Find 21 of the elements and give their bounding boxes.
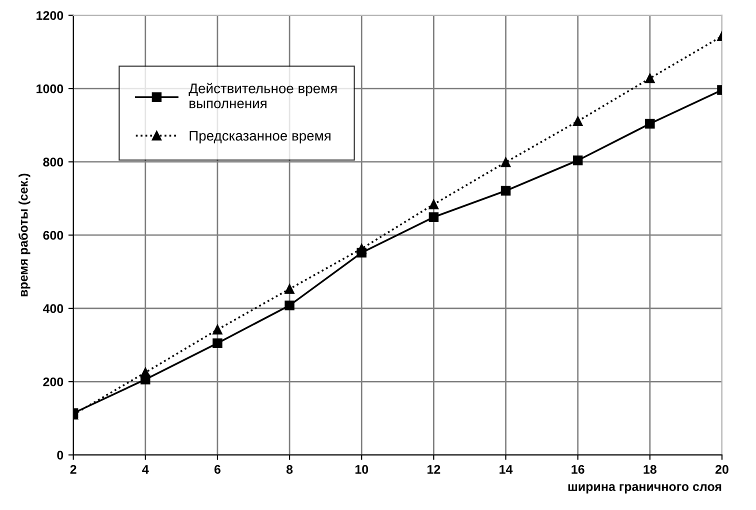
x-tick-label: 4 xyxy=(142,465,149,474)
x-tick-label: 18 xyxy=(644,464,656,474)
legend-label: Действительное время выполнения xyxy=(188,82,337,108)
y-tick-label: 800 xyxy=(43,158,64,166)
y-tick-label: 400 xyxy=(42,304,64,314)
x-tick-label: 2 xyxy=(70,464,76,474)
y-tick-label: 200 xyxy=(43,377,64,386)
x-tick-label: 8 xyxy=(286,464,293,474)
x-tick-label: 10 xyxy=(355,464,368,474)
x-tick-label: 20 xyxy=(715,464,728,474)
x-tick-label: 12 xyxy=(428,464,440,474)
x-tick-label: 14 xyxy=(500,465,513,474)
x-tick-label: 6 xyxy=(214,464,220,474)
y-tick-label: 1200 xyxy=(36,11,64,20)
y-tick-label: 0 xyxy=(57,450,64,460)
x-axis-title: ширина граничного слоя xyxy=(568,484,722,494)
y-tick-label: 600 xyxy=(43,230,64,240)
legend-label: Предсказанное время xyxy=(190,130,330,144)
y-tick-label: 1000 xyxy=(36,84,64,94)
x-tick-label: 16 xyxy=(572,464,584,474)
y-axis-title: время работы (сек.) xyxy=(18,174,30,296)
